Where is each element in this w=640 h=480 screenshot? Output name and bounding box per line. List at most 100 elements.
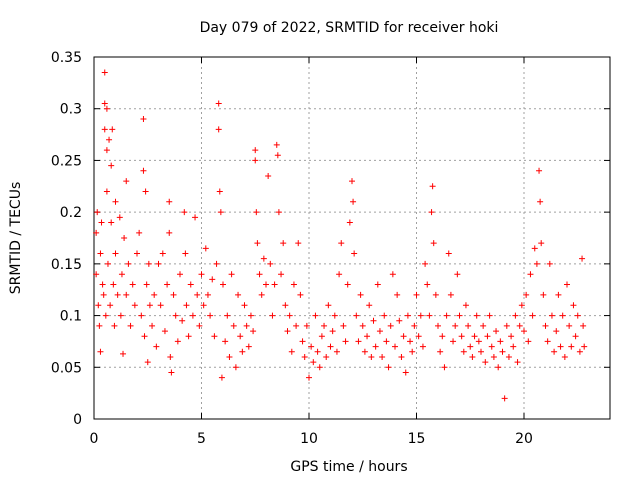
data-point	[344, 281, 351, 288]
data-point	[164, 281, 171, 288]
data-point	[411, 322, 418, 329]
data-point	[250, 328, 257, 335]
data-point	[284, 328, 291, 335]
data-point	[282, 302, 289, 309]
data-point	[396, 317, 403, 324]
data-point	[153, 343, 160, 350]
data-point	[108, 219, 115, 226]
data-point	[529, 312, 536, 319]
data-point	[561, 353, 568, 360]
data-point	[338, 240, 345, 247]
data-point	[428, 209, 435, 216]
data-point	[480, 322, 487, 329]
data-point	[274, 152, 281, 159]
data-point	[351, 250, 358, 257]
data-point	[211, 333, 218, 340]
data-point	[566, 322, 573, 329]
data-point	[333, 348, 340, 355]
data-point	[516, 322, 523, 329]
data-point	[200, 302, 207, 309]
data-point	[310, 359, 317, 366]
grid-lines	[94, 57, 610, 419]
data-point	[215, 100, 222, 107]
data-point	[490, 353, 497, 360]
data-point	[521, 328, 527, 335]
data-point	[123, 178, 130, 185]
data-point	[237, 333, 244, 340]
data-point	[342, 338, 349, 345]
data-point	[478, 348, 484, 355]
data-point	[228, 271, 235, 278]
data-point	[100, 291, 107, 298]
data-point	[357, 291, 364, 298]
data-point	[278, 271, 285, 278]
data-point	[445, 250, 452, 257]
data-point	[213, 260, 220, 267]
data-point	[301, 353, 308, 360]
data-point	[350, 198, 357, 205]
data-point	[407, 338, 414, 345]
data-point	[98, 219, 105, 226]
data-point	[103, 105, 110, 112]
data-point	[108, 162, 115, 169]
data-point	[93, 271, 100, 278]
data-point	[116, 214, 123, 221]
data-point	[387, 322, 394, 329]
data-point	[497, 338, 504, 345]
data-point	[538, 240, 545, 247]
data-point	[183, 302, 190, 309]
data-point	[138, 312, 145, 319]
data-point	[321, 322, 328, 329]
data-point	[144, 359, 151, 366]
data-point	[263, 281, 269, 288]
data-point	[222, 338, 229, 345]
data-point	[241, 302, 248, 309]
data-point	[123, 291, 130, 298]
data-point	[181, 209, 188, 216]
data-point	[379, 353, 386, 360]
data-point	[136, 229, 143, 236]
data-point	[230, 322, 237, 329]
data-point	[374, 281, 381, 288]
data-point	[189, 312, 196, 319]
data-point	[275, 209, 282, 216]
data-point	[110, 281, 117, 288]
data-point	[96, 322, 103, 329]
x-tick-label: 10	[300, 431, 318, 447]
data-point	[306, 374, 312, 381]
data-point	[293, 322, 300, 329]
data-point	[510, 343, 517, 350]
data-point	[441, 364, 448, 371]
data-point	[182, 250, 189, 257]
data-point	[383, 338, 390, 345]
data-point	[359, 322, 366, 329]
data-point	[127, 322, 134, 329]
data-point	[542, 322, 549, 329]
data-point	[299, 338, 306, 345]
data-point	[207, 312, 214, 319]
data-point	[258, 291, 265, 298]
data-point	[523, 291, 530, 298]
data-point	[288, 348, 295, 355]
data-point	[134, 250, 140, 257]
data-point	[424, 281, 431, 288]
data-point	[243, 322, 250, 329]
data-point	[364, 333, 371, 340]
data-point	[106, 136, 113, 143]
data-point	[486, 312, 493, 319]
data-point	[548, 312, 555, 319]
data-point	[368, 353, 375, 360]
data-point	[94, 209, 101, 216]
data-point	[525, 338, 532, 345]
data-point	[235, 291, 242, 298]
data-point	[252, 157, 259, 164]
data-point	[256, 271, 263, 278]
chart-title: Day 079 of 2022, SRMTID for receiver hok…	[200, 20, 499, 36]
data-point	[576, 348, 583, 355]
data-point	[467, 343, 474, 350]
data-point	[101, 126, 108, 133]
data-point	[308, 343, 315, 350]
data-point	[501, 395, 508, 402]
data-point	[265, 172, 272, 179]
